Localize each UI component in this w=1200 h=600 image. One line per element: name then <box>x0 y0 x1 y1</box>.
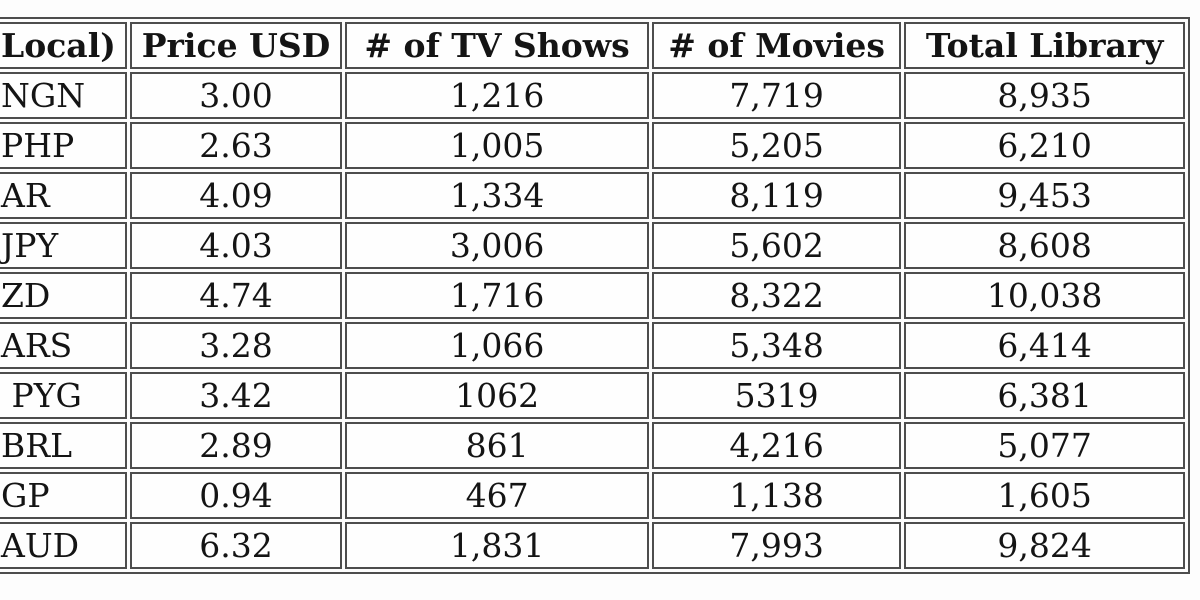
table-cell: 6,414 <box>904 322 1185 369</box>
table-cell: 1,066 <box>345 322 649 369</box>
table-cell: 1,138 <box>652 472 902 519</box>
table-row: GP 0.94 467 1,138 1,605 <box>0 472 1185 519</box>
table-cell: 7,993 <box>652 522 902 569</box>
table-cell: 0.94 <box>129 472 343 519</box>
table-cell: 1062 <box>345 372 649 419</box>
table-cell: 6.32 <box>129 522 343 569</box>
table-cell: 7,719 <box>652 72 902 119</box>
table-cell: 5,077 <box>904 422 1185 469</box>
table-cell: 5,602 <box>652 222 902 269</box>
table-cell: 5,348 <box>652 322 902 369</box>
column-header-price-usd: Price USD <box>129 22 343 69</box>
table-row: PHP 2.63 1,005 5,205 6,210 <box>0 122 1185 169</box>
table-row: AR 4.09 1,334 8,119 9,453 <box>0 172 1185 219</box>
data-table: Local) Price USD # of TV Shows # of Movi… <box>0 17 1190 574</box>
table-cell: 1,716 <box>345 272 649 319</box>
table-row: AUD 6.32 1,831 7,993 9,824 <box>0 522 1185 569</box>
table-cell: 1,831 <box>345 522 649 569</box>
table-row: JPY 4.03 3,006 5,602 8,608 <box>0 222 1185 269</box>
table-row: ZD 4.74 1,716 8,322 10,038 <box>0 272 1185 319</box>
header-row: Local) Price USD # of TV Shows # of Movi… <box>0 22 1185 69</box>
table-cell: 8,935 <box>904 72 1185 119</box>
cell-local-currency: PHP <box>0 122 127 169</box>
cell-local-currency: NGN <box>0 72 127 119</box>
table-row: BRL 2.89 861 4,216 5,077 <box>0 422 1185 469</box>
table-cell: 3,006 <box>345 222 649 269</box>
table-cell: 8,322 <box>652 272 902 319</box>
cell-local-currency: BRL <box>0 422 127 469</box>
table-cell: 2.63 <box>129 122 343 169</box>
cell-local-currency: ZD <box>0 272 127 319</box>
cell-local-currency: JPY <box>0 222 127 269</box>
column-header-tv-shows: # of TV Shows <box>345 22 649 69</box>
table-cell: 4.74 <box>129 272 343 319</box>
table-cell: 4,216 <box>652 422 902 469</box>
table-cell: 861 <box>345 422 649 469</box>
table-cell: 3.42 <box>129 372 343 419</box>
table-cell: 1,605 <box>904 472 1185 519</box>
table-cell: 4.09 <box>129 172 343 219</box>
table-cell: 4.03 <box>129 222 343 269</box>
table-row: NGN 3.00 1,216 7,719 8,935 <box>0 72 1185 119</box>
table-cell: 2.89 <box>129 422 343 469</box>
column-header-total-library: Total Library <box>904 22 1185 69</box>
column-header-local: Local) <box>0 22 127 69</box>
table-cell: 1,334 <box>345 172 649 219</box>
table-cell: 10,038 <box>904 272 1185 319</box>
table-cell: 3.28 <box>129 322 343 369</box>
cell-local-currency: ARS <box>0 322 127 369</box>
table-cell: 5319 <box>652 372 902 419</box>
table-cell: 1,216 <box>345 72 649 119</box>
table-row: PYG 3.42 1062 5319 6,381 <box>0 372 1185 419</box>
column-header-movies: # of Movies <box>652 22 902 69</box>
table-cell: 8,119 <box>652 172 902 219</box>
table-cell: 6,381 <box>904 372 1185 419</box>
cell-local-currency: AR <box>0 172 127 219</box>
cell-local-currency: PYG <box>0 372 127 419</box>
table-cell: 5,205 <box>652 122 902 169</box>
table-cell: 467 <box>345 472 649 519</box>
table-cell: 9,824 <box>904 522 1185 569</box>
table-cell: 3.00 <box>129 72 343 119</box>
table-cell: 6,210 <box>904 122 1185 169</box>
cell-local-currency: GP <box>0 472 127 519</box>
table-row: ARS 3.28 1,066 5,348 6,414 <box>0 322 1185 369</box>
cell-local-currency: AUD <box>0 522 127 569</box>
table-cell: 9,453 <box>904 172 1185 219</box>
table-cell: 8,608 <box>904 222 1185 269</box>
table-cell: 1,005 <box>345 122 649 169</box>
